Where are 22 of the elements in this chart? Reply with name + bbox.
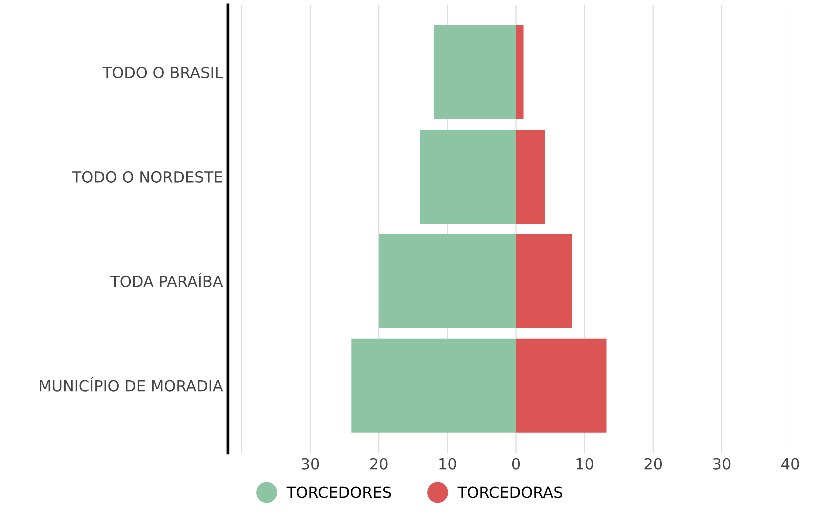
bar: [352, 338, 516, 433]
x-tick-label: 40: [782, 458, 800, 470]
bar: [516, 234, 572, 328]
x-tick-label: 10: [440, 458, 456, 470]
bar: [516, 26, 524, 120]
x-tick-label: 20: [370, 458, 388, 470]
x-tick-label: 20: [644, 458, 662, 470]
legend-label: TORCEDORAS: [458, 486, 562, 498]
x-tick-label: 10: [576, 458, 594, 470]
bar: [420, 130, 516, 224]
bar: [379, 234, 516, 328]
x-tick-label: 0: [512, 458, 520, 470]
bar: [516, 338, 607, 433]
y-tick-label: TODA PARAÍBA: [110, 273, 224, 288]
bar: [434, 26, 516, 120]
y-tick-label: TODO O NORDESTE: [72, 171, 222, 183]
y-tick-label: TODO O BRASIL: [102, 66, 224, 79]
legend-label: TORCEDORES: [286, 486, 392, 498]
bar: [516, 130, 546, 224]
x-tick-label: 30: [302, 458, 320, 470]
y-tick-label: MUNICÍPIO DE MORADIA: [40, 378, 224, 392]
x-tick-label: 30: [713, 458, 731, 470]
